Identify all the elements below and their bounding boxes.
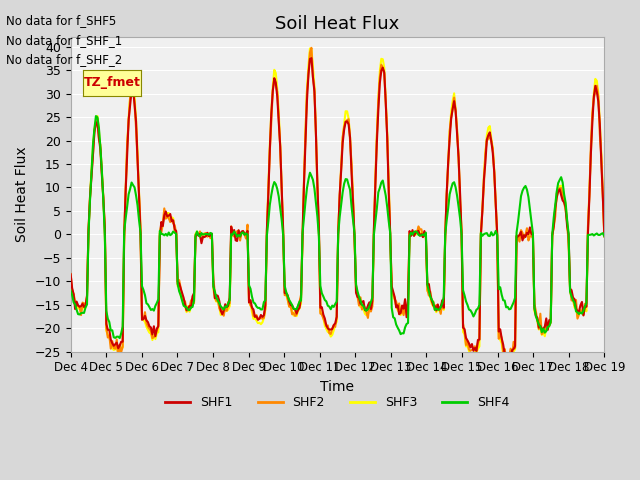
SHF3 [244,228,252,234]
Text: No data for f_SHF5: No data for f_SHF5 [6,14,116,27]
SHF1 [253,313,260,319]
SHF2 [300,178,308,183]
SHF1 [67,272,74,277]
Y-axis label: Soil Heat Flux: Soil Heat Flux [15,146,29,242]
SHF2 [502,358,510,364]
X-axis label: Time: Time [321,380,355,394]
SHF1 [132,119,140,124]
SHF3 [300,179,308,184]
SHF2 [308,45,316,51]
SHF2 [67,271,74,277]
SHF4 [573,310,581,315]
SHF4 [229,232,237,238]
SHF3 [506,362,513,368]
SHF1 [573,308,581,314]
SHF3 [306,46,314,51]
Line: SHF3: SHF3 [70,48,604,365]
SHF3 [600,231,608,237]
Line: SHF4: SHF4 [70,116,604,338]
Text: No data for f_SHF_2: No data for f_SHF_2 [6,53,123,66]
SHF3 [226,303,234,309]
SHF3 [253,318,260,324]
SHF4 [67,288,74,293]
SHF2 [253,312,260,318]
SHF4 [92,113,100,119]
SHF3 [573,314,581,320]
Text: No data for f_SHF_1: No data for f_SHF_1 [6,34,123,47]
SHF1 [300,180,308,186]
SHF4 [246,286,254,292]
SHF1 [507,358,515,363]
SHF3 [132,116,140,121]
SHF1 [244,228,252,234]
SHF4 [303,185,311,191]
SHF2 [244,222,252,228]
SHF2 [573,316,581,322]
SHF4 [116,335,124,341]
SHF1 [226,295,234,300]
SHF1 [600,229,608,235]
SHF2 [600,234,608,240]
SHF4 [135,217,143,223]
SHF2 [132,126,140,132]
SHF4 [255,305,263,311]
Line: SHF2: SHF2 [70,48,604,361]
Title: Soil Heat Flux: Soil Heat Flux [275,15,399,33]
Legend: SHF1, SHF2, SHF3, SHF4: SHF1, SHF2, SHF3, SHF4 [160,391,515,414]
SHF2 [226,300,234,306]
SHF3 [67,279,74,285]
Line: SHF1: SHF1 [70,58,604,360]
SHF1 [308,55,316,61]
Text: TZ_fmet: TZ_fmet [84,76,140,89]
SHF4 [600,233,608,239]
